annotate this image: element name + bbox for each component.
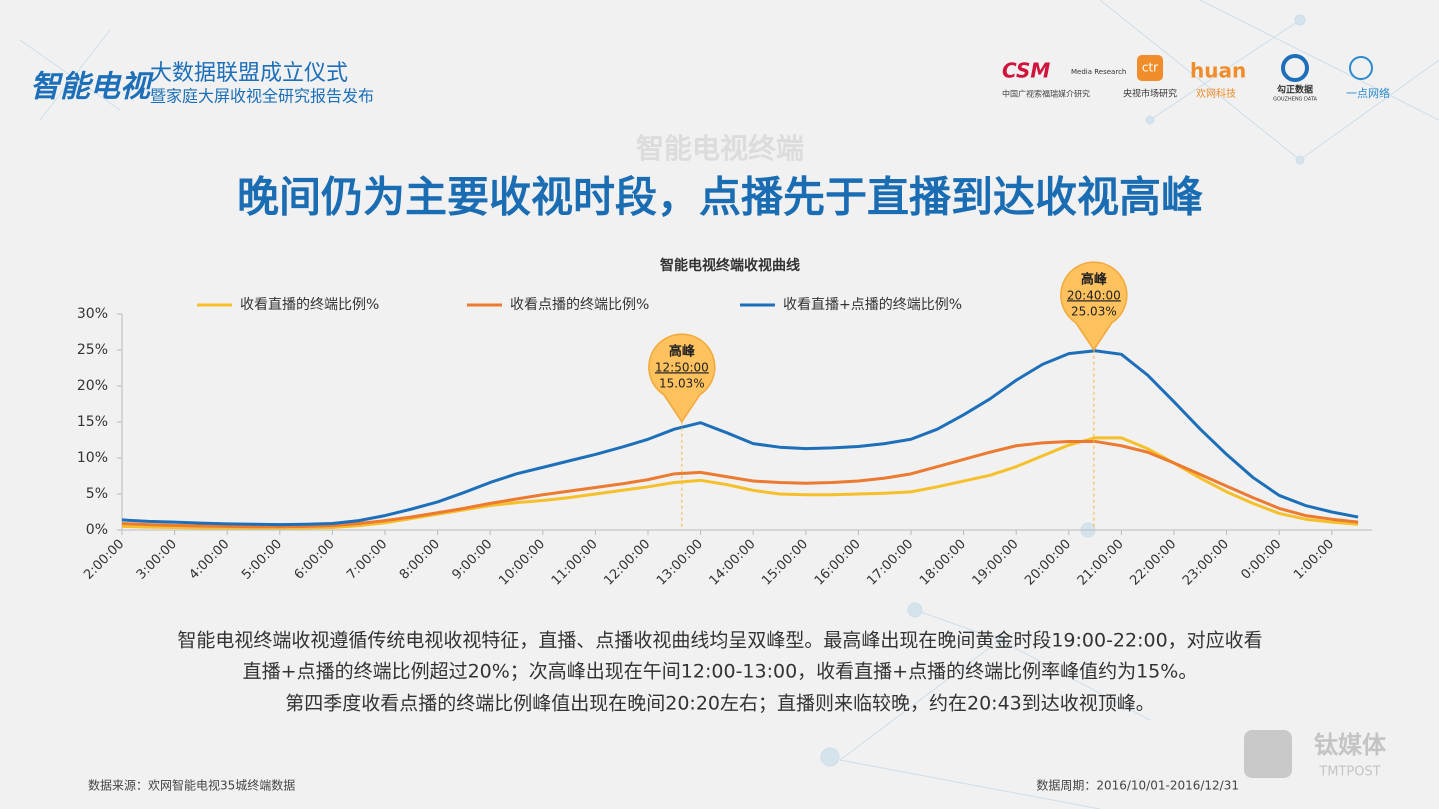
logo: 智能电视 (30, 70, 154, 105)
description-line: 直播+点播的终端比例超过20%；次高峰出现在午间12:00-13:00，收看直播… (243, 661, 1198, 683)
partner-logo: huan (1190, 59, 1246, 83)
watermark: 钛媒体 (1314, 731, 1387, 759)
peak-value: 25.03% (1071, 304, 1117, 318)
peak-pin (1060, 261, 1128, 352)
y-tick-label: 25% (77, 342, 108, 358)
event-title: 大数据联盟成立仪式 (150, 61, 348, 86)
partner-caption: 一点网络 (1346, 86, 1390, 100)
partner-sub: Media Research (1071, 68, 1126, 76)
series-line (121, 436, 1359, 530)
x-tick-label: 10:00:00 (496, 537, 548, 589)
x-tick-label: 4:00:00 (186, 537, 232, 583)
x-tick-label: 21:00:00 (1075, 537, 1127, 589)
x-tick-label: 2:00:00 (81, 537, 127, 583)
peak-pin (648, 333, 716, 424)
period: 数据周期：2016/10/01-2016/12/31 (1036, 778, 1239, 793)
x-tick-label: 22:00:00 (1127, 537, 1179, 589)
watermark-latin: TMTPOST (1318, 765, 1380, 780)
peak-title: 高峰 (669, 343, 696, 359)
x-tick-label: 7:00:00 (344, 537, 390, 583)
x-tick-label: 23:00:00 (1180, 537, 1232, 589)
partner-logo: ctr (1142, 61, 1158, 75)
x-tick-label: 3:00:00 (134, 537, 180, 583)
x-tick-label: 16:00:00 (812, 537, 864, 589)
section-label: 智能电视终端 (636, 132, 804, 165)
description-line: 第四季度收看点播的终端比例峰值出现在晚间20:20左右；直播则来临较晚，约在20… (285, 693, 1155, 715)
x-tick-label: 18:00:00 (917, 537, 969, 589)
series-line (121, 349, 1359, 527)
x-tick-label: 14:00:00 (707, 537, 759, 589)
gouzheng-icon (1281, 54, 1309, 82)
yidian-icon (1349, 56, 1373, 80)
x-tick-label: 9:00:00 (449, 537, 495, 583)
partner-caption: 欢网科技 (1196, 87, 1236, 100)
peak-value: 15.03% (659, 376, 705, 390)
x-tick-label: 0:00:00 (1238, 537, 1284, 583)
x-tick-label: 5:00:00 (239, 537, 285, 583)
y-tick-label: 20% (77, 378, 108, 394)
x-tick-label: 15:00:00 (759, 537, 811, 589)
x-tick-label: 8:00:00 (397, 537, 443, 583)
headline: 晚间仍为主要收视时段，点播先于直播到达收视高峰 (237, 173, 1203, 222)
x-tick-label: 6:00:00 (292, 537, 338, 583)
event-subtitle: 暨家庭大屏收视全研究报告发布 (150, 87, 374, 106)
source: 数据来源：欢网智能电视35城终端数据 (88, 778, 295, 793)
network-decoration (19, 0, 1439, 809)
x-tick-label: 17:00:00 (864, 537, 916, 589)
ctr-badge (1137, 55, 1163, 81)
x-tick-label: 11:00:00 (549, 537, 601, 589)
y-tick-label: 10% (77, 450, 108, 466)
x-tick-label: 1:00:00 (1291, 537, 1337, 583)
peak-title: 高峰 (1081, 271, 1108, 287)
legend-label: 收看直播的终端比例% (240, 296, 379, 313)
peak-time: 20:40:00 (1067, 288, 1121, 302)
legend-label: 收看点播的终端比例% (510, 297, 649, 313)
x-tick-label: 20:00:00 (1022, 537, 1074, 589)
peak-time: 12:50:00 (655, 360, 709, 374)
chart: 0% 5% 10% 15% 20% 25% 30% 2:00:00 3:00:00 4:00:00… (77, 261, 1373, 589)
partner-caption: 中国广视索福瑞媒介研究 (1002, 89, 1090, 99)
partner-logo: 勾正数据 (1277, 84, 1313, 96)
y-tick-label: 5% (86, 486, 108, 502)
watermark-icon (1244, 730, 1292, 778)
x-tick-label: 12:00:00 (601, 537, 653, 589)
description-line: 智能电视终端收视遵循传统电视收视特征，直播、点播收视曲线均呈双峰型。最高峰出现在… (177, 630, 1262, 652)
y-tick-label: 15% (77, 414, 108, 430)
y-tick-label: 0% (86, 522, 108, 538)
partner-logo: CSM (1002, 59, 1050, 83)
legend-label: 收看直播+点播的终端比例% (783, 296, 962, 313)
partner-caption: GOUZHENG DATA (1273, 97, 1317, 103)
y-tick-label: 30% (77, 306, 108, 322)
series-line (121, 439, 1359, 529)
chart-title: 智能电视终端收视曲线 (659, 257, 800, 274)
x-tick-label: 13:00:00 (654, 537, 706, 589)
x-tick-label: 19:00:00 (970, 537, 1022, 589)
partner-caption: 央视市场研究 (1123, 88, 1177, 100)
